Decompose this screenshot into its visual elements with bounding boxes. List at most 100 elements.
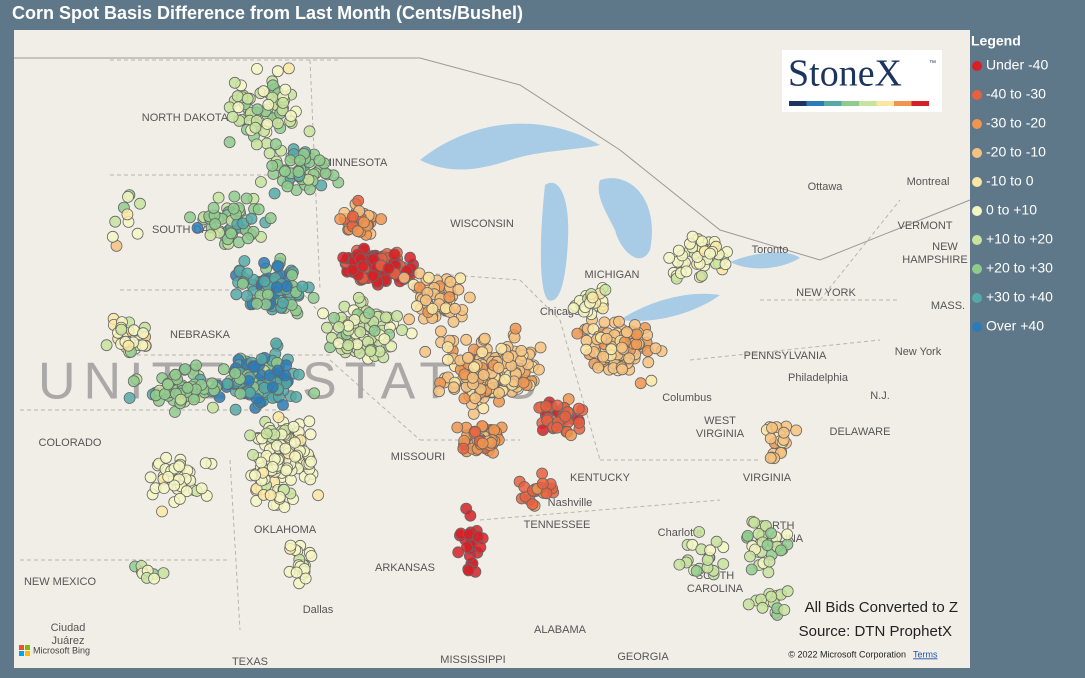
point — [266, 381, 279, 393]
point — [447, 315, 460, 328]
logo-stripe — [841, 101, 859, 106]
point — [673, 558, 686, 571]
logo-stripe — [806, 101, 824, 106]
point — [305, 550, 318, 562]
point — [248, 360, 261, 373]
point — [551, 399, 564, 412]
lake-erie — [620, 293, 720, 321]
national-border — [14, 57, 971, 261]
point — [419, 294, 432, 307]
point — [478, 332, 491, 345]
lake-michigan — [540, 182, 569, 301]
legend-swatch — [972, 119, 982, 129]
point — [238, 255, 251, 267]
point — [464, 509, 477, 522]
point — [461, 351, 474, 364]
point — [305, 455, 317, 468]
point — [255, 353, 268, 365]
point — [250, 138, 263, 151]
point — [257, 85, 270, 98]
point — [272, 411, 285, 424]
point — [191, 221, 204, 234]
map-label: Dallas — [303, 604, 334, 616]
point — [279, 83, 292, 96]
point — [704, 544, 716, 557]
point — [264, 489, 277, 502]
point — [261, 118, 274, 130]
point — [600, 332, 613, 345]
point — [680, 265, 693, 278]
point — [241, 290, 253, 302]
point — [217, 363, 230, 376]
point — [199, 457, 212, 470]
point — [106, 230, 119, 243]
point — [234, 387, 247, 400]
point — [228, 76, 241, 89]
point — [645, 374, 658, 387]
map-label: KENTUCKY — [570, 472, 631, 484]
point — [247, 448, 259, 461]
point — [137, 327, 150, 340]
point — [268, 187, 281, 200]
point — [426, 302, 439, 315]
point — [592, 361, 604, 374]
logo-square — [25, 651, 30, 656]
point — [122, 190, 134, 203]
map-label: COLORADO — [39, 437, 102, 449]
point — [258, 275, 271, 288]
point — [288, 436, 301, 449]
point — [537, 424, 549, 437]
point — [347, 210, 359, 223]
point — [249, 469, 261, 482]
map-label: VIRGINIA — [696, 428, 745, 440]
point — [303, 183, 316, 196]
point — [398, 271, 411, 284]
point — [308, 387, 321, 400]
terms-link[interactable]: Terms — [913, 649, 938, 659]
point — [240, 192, 253, 205]
point — [122, 339, 135, 352]
point — [249, 121, 262, 134]
logo-square — [25, 645, 30, 650]
logo: StoneX ™ — [782, 50, 942, 112]
point — [536, 477, 549, 490]
point — [368, 324, 381, 337]
point — [621, 326, 633, 339]
point — [270, 281, 283, 294]
point — [598, 316, 611, 329]
point — [410, 300, 423, 313]
point — [367, 269, 380, 282]
point — [488, 424, 501, 437]
point — [187, 393, 200, 406]
map-label: N.J. — [870, 390, 890, 402]
point — [460, 541, 473, 554]
point — [419, 345, 432, 358]
point — [766, 421, 778, 434]
point — [190, 359, 203, 372]
point — [271, 260, 284, 272]
legend-label: Under -40 — [986, 57, 1048, 73]
map-label: New York — [895, 346, 942, 358]
legend-swatch — [972, 177, 982, 187]
map-label: Toronto — [752, 244, 789, 256]
point — [156, 505, 168, 518]
point — [258, 256, 271, 269]
point — [388, 248, 401, 261]
map-label: Charlotte — [658, 527, 703, 539]
point — [695, 269, 708, 282]
point — [271, 65, 284, 78]
point — [242, 232, 254, 245]
point — [157, 567, 170, 579]
point — [173, 460, 186, 473]
point — [526, 498, 539, 511]
map-label: HAMPSHIRE — [902, 254, 967, 266]
note: All Bids Converted to Z — [805, 599, 958, 616]
point — [304, 428, 317, 441]
point — [571, 327, 584, 340]
point — [160, 451, 173, 464]
point — [572, 402, 585, 415]
point — [290, 391, 303, 403]
point — [763, 555, 776, 568]
point — [775, 544, 787, 557]
